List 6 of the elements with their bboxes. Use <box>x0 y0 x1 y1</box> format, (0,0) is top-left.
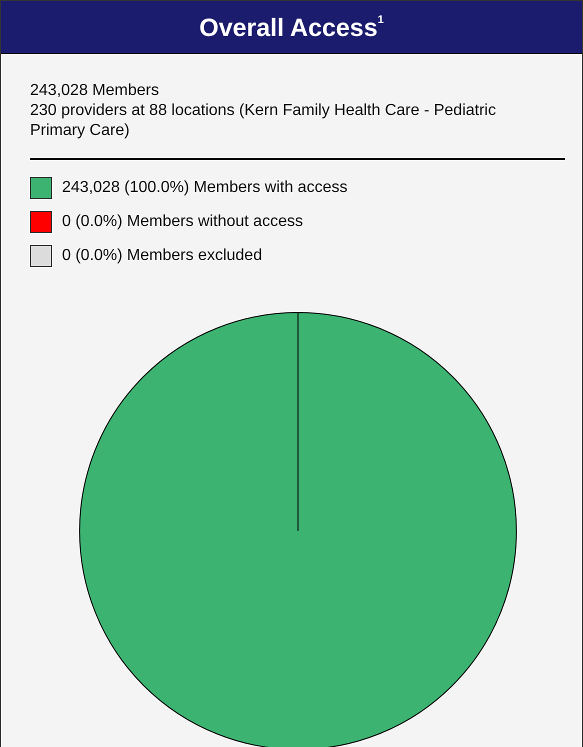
legend-label: 0 (0.0%) Members excluded <box>62 247 262 265</box>
text: 230 providers at 88 locations (Kern Family Health Care - Pediatric Primary Care) <box>30 101 497 141</box>
chart-title: Overall Access$^{1}$ <box>1 1 582 54</box>
legend-label: 0 (0.0%) Members without access <box>62 213 303 231</box>
chart-subtitle: 243,028 Members <box>30 81 160 101</box>
legend-label: 243,028 (100.0%) Members with access <box>62 179 348 197</box>
